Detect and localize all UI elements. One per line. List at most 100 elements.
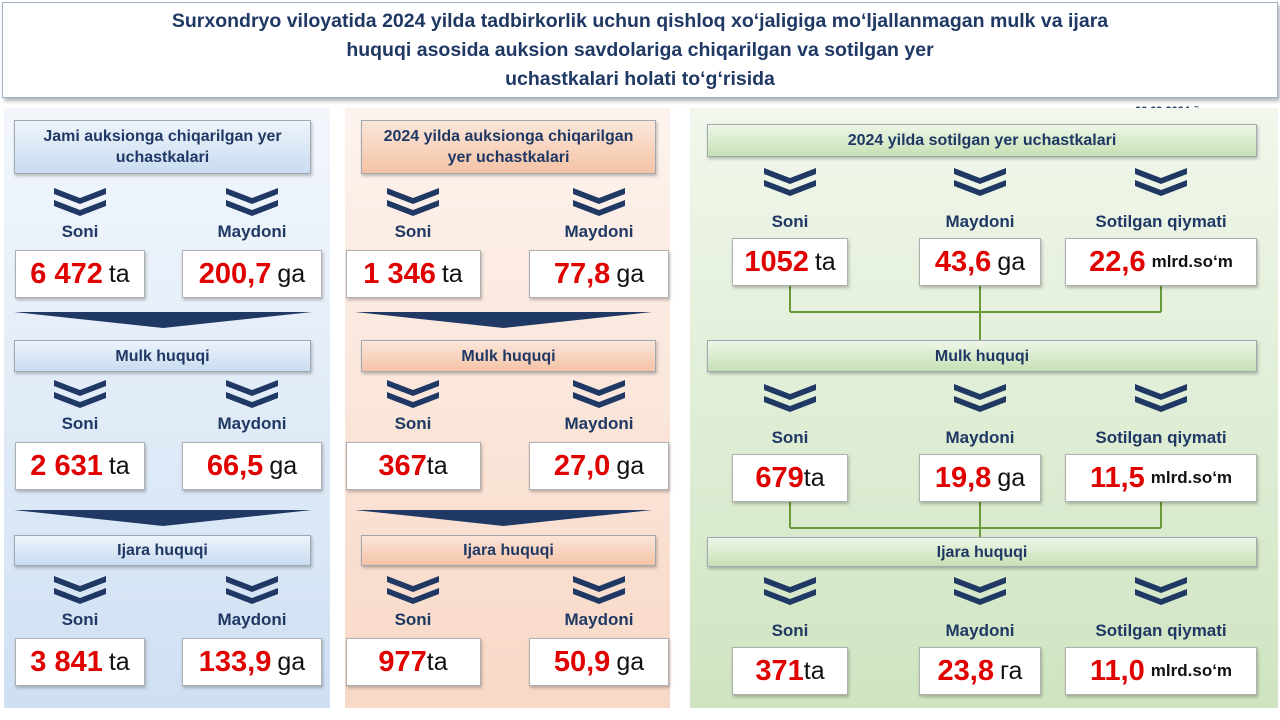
chevron — [387, 576, 439, 592]
unit: ga — [997, 247, 1026, 276]
chevron — [1135, 384, 1187, 400]
item-label: Soni — [61, 414, 99, 433]
value: 977 — [378, 645, 427, 678]
value: 1 346 — [363, 257, 436, 290]
value: 11,0 — [1089, 654, 1145, 687]
item-label: Maydoni — [564, 222, 634, 241]
item-label: Maydoni — [945, 428, 1015, 447]
chevron — [764, 180, 816, 196]
unit: ta — [803, 656, 825, 685]
chevron — [954, 168, 1006, 184]
unit: ga — [616, 647, 645, 676]
down-arrow — [355, 312, 652, 328]
value-box: 133,9 ga — [182, 638, 322, 686]
value-box: 11,0 mlrd.so‘m — [1065, 647, 1257, 695]
value-box: 3 841 ta — [15, 638, 145, 686]
title-box: Surxondryo viloyatida 2024 yilda tadbirk… — [2, 2, 1278, 98]
section-header: Ijara huquqi — [707, 537, 1257, 567]
value-box: 200,7 ga — [182, 250, 322, 298]
item-label: Sotilgan qiymati — [1095, 428, 1227, 447]
chevron — [954, 577, 1006, 593]
unit: ta — [426, 647, 448, 676]
panel: 2024 yilda sotilgan yer uchastkalari Soni… — [690, 108, 1278, 708]
chevron — [226, 576, 278, 592]
down-arrow — [14, 312, 312, 328]
section-header: Ijara huquqi — [14, 535, 311, 566]
unit: га — [999, 656, 1023, 685]
chevron — [226, 380, 278, 396]
chevron — [54, 588, 106, 604]
chevron — [1135, 577, 1187, 593]
section-header: Mulk huquqi — [14, 340, 311, 372]
value: 27,0 — [553, 449, 611, 482]
item-label: Soni — [771, 428, 809, 447]
chevron — [54, 188, 106, 204]
chevron — [954, 180, 1006, 196]
chevron — [764, 396, 816, 412]
value: 367 — [378, 449, 427, 482]
value-box: 371 ta — [732, 647, 848, 695]
value-box: 367 ta — [345, 442, 481, 490]
down-arrow — [355, 510, 652, 526]
value: 3 841 — [30, 645, 103, 678]
value-box: 43,6 ga — [919, 238, 1041, 286]
item-label: Soni — [771, 621, 809, 640]
chevron — [387, 380, 439, 396]
section-header: Ijara huquqi — [361, 535, 656, 566]
value-box: 50,9 ga — [529, 638, 669, 686]
unit: ta — [108, 259, 130, 288]
value: 50,9 — [553, 645, 611, 678]
value-box: 977 ta — [345, 638, 481, 686]
chevron — [573, 392, 625, 408]
value-box: 679 ta — [732, 454, 848, 502]
item-label: Maydoni — [217, 222, 287, 241]
unit: ta — [814, 247, 836, 276]
chevron — [573, 380, 625, 396]
value: 371 — [755, 654, 804, 687]
value: 1052 — [744, 245, 809, 278]
value: 200,7 — [198, 257, 272, 290]
unit: ga — [277, 647, 306, 676]
unit: ga — [616, 259, 645, 288]
unit: ta — [803, 463, 825, 492]
item-label: Soni — [394, 610, 432, 629]
section-header: 2024 yilda sotilgan yer uchastkalari — [707, 124, 1257, 157]
chevron — [54, 392, 106, 408]
item-label: Soni — [394, 222, 432, 241]
item-label: Maydoni — [217, 414, 287, 433]
chevron — [573, 188, 625, 204]
item-label: Maydoni — [945, 212, 1015, 231]
section-header: Mulk huquqi — [707, 340, 1257, 372]
item-label: Soni — [771, 212, 809, 231]
title-line: huquqi asosida auksion savdolariga chiqa… — [346, 38, 934, 61]
item-label: Maydoni — [564, 610, 634, 629]
chevron — [226, 188, 278, 204]
item-label: Maydoni — [945, 621, 1015, 640]
chevron — [764, 168, 816, 184]
unit: ta — [108, 451, 130, 480]
decor — [764, 168, 1187, 605]
value: 11,5 — [1089, 461, 1145, 494]
decor — [14, 188, 312, 604]
section-header: Jami auksionga chiqarilgan yer uchastkal… — [14, 120, 311, 174]
panel: 2024 yilda auksionga chiqarilgan yer uch… — [345, 108, 670, 708]
chevron — [387, 588, 439, 604]
value-box: 23,8 га — [919, 647, 1041, 695]
chevron — [954, 589, 1006, 605]
section-header: Mulk huquqi — [361, 340, 656, 372]
chevron — [226, 392, 278, 408]
chevron — [387, 392, 439, 408]
unit: ta — [441, 259, 463, 288]
value-box: 6 472 ta — [15, 250, 145, 298]
unit: ga — [616, 451, 645, 480]
chevron — [226, 588, 278, 604]
item-label: Maydoni — [564, 414, 634, 433]
chevron — [764, 589, 816, 605]
chevron — [54, 576, 106, 592]
chevron — [387, 188, 439, 204]
item-label: Sotilgan qiymati — [1095, 621, 1227, 640]
value-box: 77,8 ga — [529, 250, 669, 298]
panel: Jami auksionga chiqarilgan yer uchastkal… — [4, 108, 330, 708]
value: 66,5 — [206, 449, 264, 482]
